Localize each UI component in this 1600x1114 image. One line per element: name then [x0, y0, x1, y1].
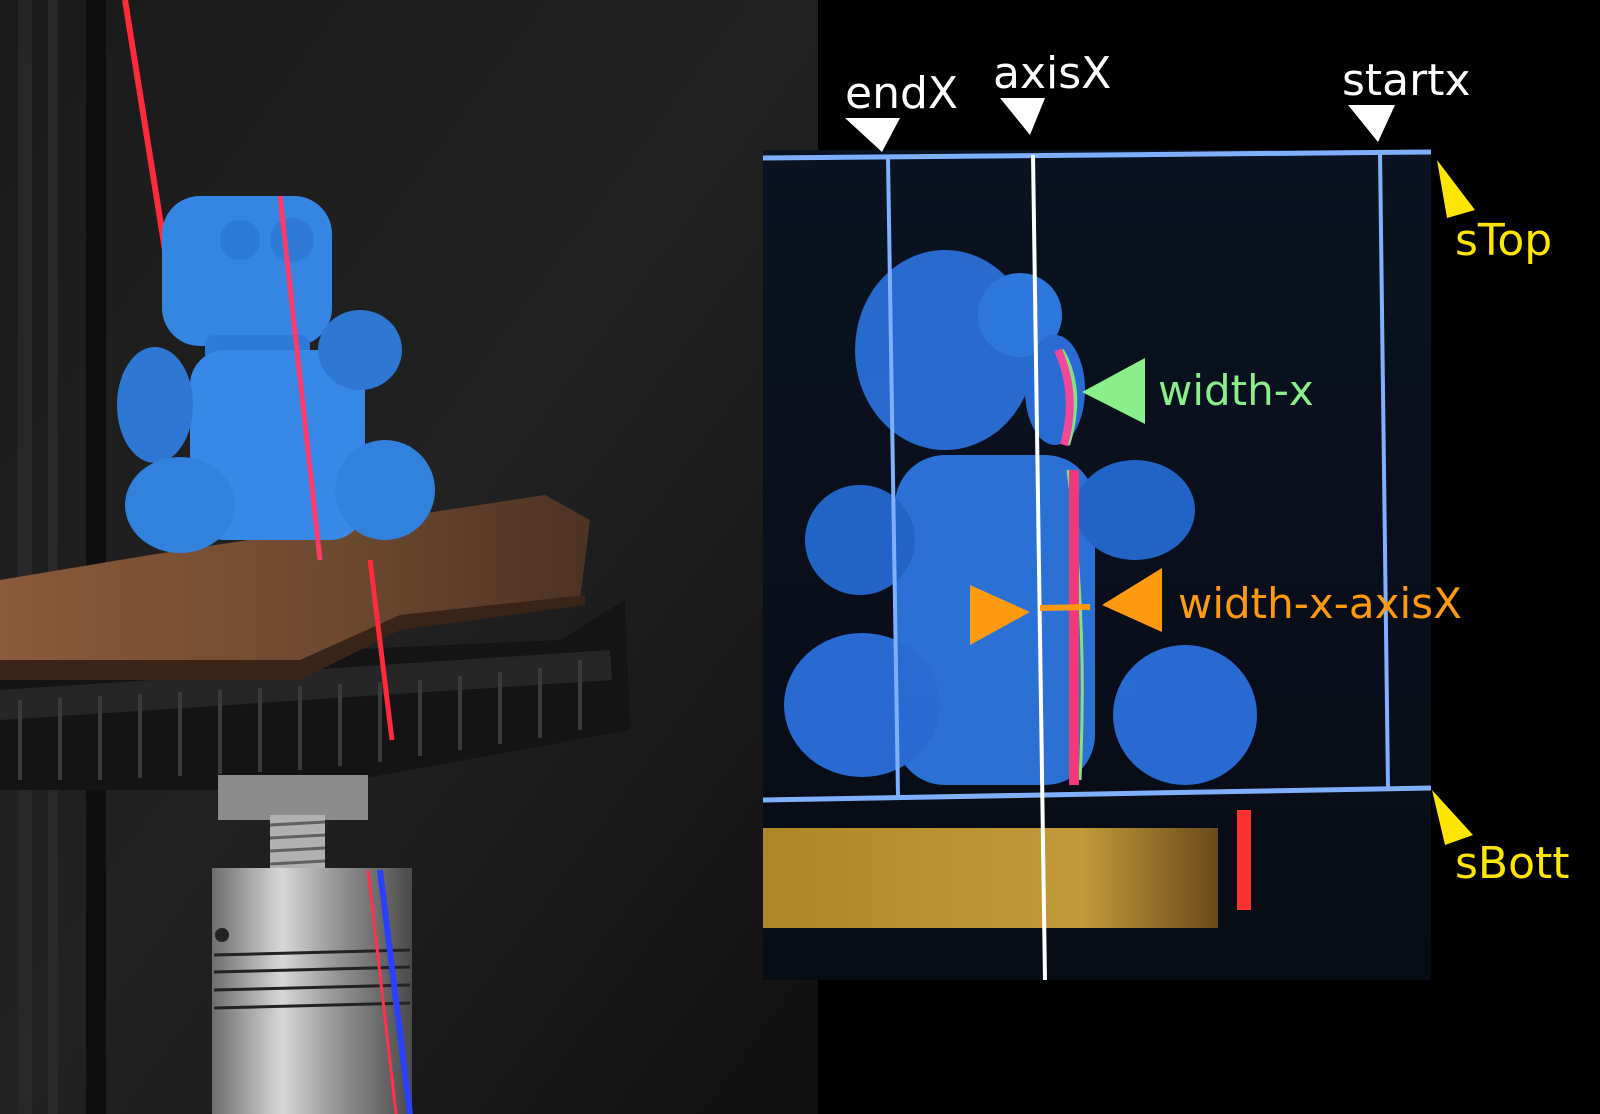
distance-marker-icon [970, 568, 1162, 645]
gear [0, 600, 630, 790]
startx-line [1378, 151, 1390, 789]
endx-line [886, 157, 900, 797]
laser-line [122, 0, 168, 251]
row-markers [1432, 160, 1475, 845]
axisx-marker-icon [1000, 98, 1045, 135]
guide-lines [762, 149, 1432, 981]
label-axisx: axisX [993, 48, 1111, 99]
stop-marker-icon [1437, 160, 1475, 218]
label-sbott: sBott [1455, 838, 1570, 889]
axisx-line [1031, 154, 1047, 981]
label-endx: endX [845, 68, 958, 119]
label-width-x-axisx: width-x-axisX [1178, 579, 1462, 628]
photo-panel [0, 0, 818, 1114]
screen-figure [784, 250, 1257, 785]
screen-capture [762, 149, 1432, 981]
sbott-line [762, 785, 1432, 803]
endx-marker-icon [845, 118, 900, 152]
width-marker-icon [1082, 358, 1145, 424]
label-stop: sTop [1455, 215, 1552, 266]
startx-marker-icon [1348, 105, 1395, 142]
label-startx: startx [1342, 55, 1471, 106]
wooden-platform [0, 495, 590, 741]
label-width-x: width-x [1158, 366, 1314, 415]
column-markers [845, 98, 1395, 152]
shaft [212, 775, 413, 1114]
screen-wood [763, 828, 1218, 928]
sbott-marker-icon [1432, 790, 1473, 845]
clay-figure [117, 195, 435, 561]
stop-line [762, 149, 1432, 161]
